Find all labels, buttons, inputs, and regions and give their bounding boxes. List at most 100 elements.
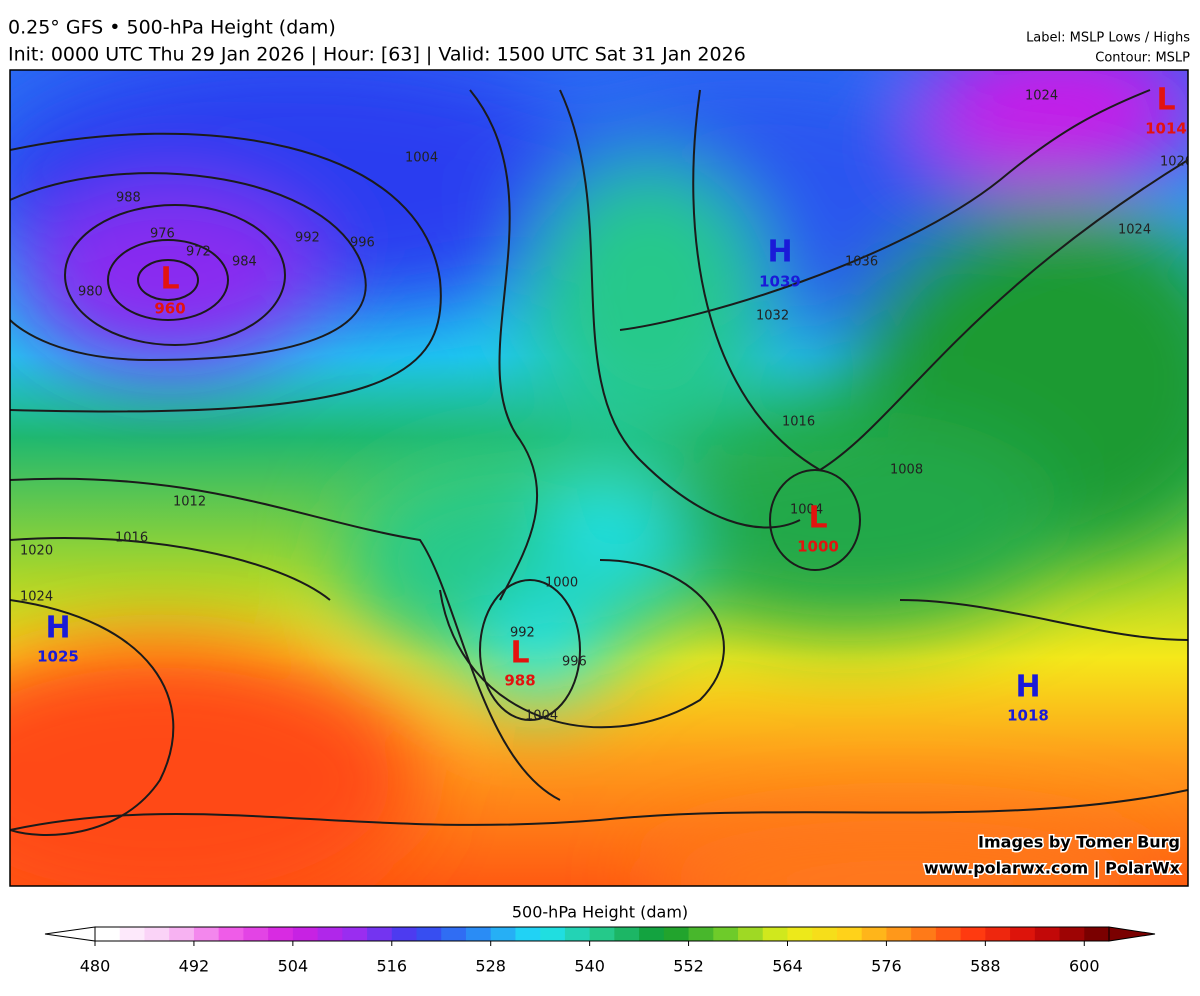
colorbar-segment (515, 927, 541, 941)
colorbar-segment (1084, 927, 1110, 941)
contour-label: 1004 (525, 709, 558, 724)
colorbar-segment (911, 927, 937, 941)
center-value: 1014 (1145, 120, 1187, 138)
center-value: 1025 (37, 648, 79, 666)
colorbar-segment (713, 927, 739, 941)
center-kind: L (808, 501, 827, 536)
colorbar-tick-label: 492 (179, 957, 210, 976)
colorbar-segment (564, 927, 591, 941)
colorbar-tick-label: 588 (970, 957, 1001, 976)
colorbar-arrow-right (1108, 926, 1156, 942)
colorbar-segment (762, 927, 788, 941)
colorbar-tick-label: 564 (772, 957, 803, 976)
contour-label: 992 (510, 626, 535, 641)
center-value: 1000 (797, 538, 839, 556)
colorbar-segment (342, 927, 368, 941)
colorbar-segment (1059, 927, 1085, 941)
contour-label: 980 (78, 285, 103, 300)
colorbar-segment (1010, 927, 1036, 941)
colorbar-segment (193, 927, 220, 941)
center-kind: L (1156, 83, 1175, 118)
colorbar-segment (861, 927, 887, 941)
center-value: 1018 (1007, 707, 1049, 725)
colorbar-segment (960, 927, 986, 941)
colorbar-segment (391, 927, 418, 941)
contour-label: 1020 (20, 544, 53, 559)
contour-label: 1024 (1025, 89, 1058, 104)
colorbar-segment (367, 927, 393, 941)
colorbar-segment (317, 927, 343, 941)
colorbar-segment (490, 927, 516, 941)
contour-label: 1000 (545, 576, 578, 591)
contour-label: 1032 (756, 309, 789, 324)
colorbar-title: 500-hPa Height (dam) (512, 903, 688, 922)
colorbar-segment (465, 927, 492, 941)
colorbar-segment (119, 927, 145, 941)
colorbar-segment (540, 927, 566, 941)
colorbar-segment (268, 927, 294, 941)
colorbar-segment (836, 927, 863, 941)
colorbar-tick-label: 528 (475, 957, 506, 976)
colorbar-segment (144, 927, 170, 941)
colorbar: 480 492 504 516 528 540 552 564 576 588 600 (44, 926, 1156, 976)
colorbar-tick-label: 552 (673, 957, 704, 976)
colorbar-tick-label: 540 (574, 957, 605, 976)
center-kind: H (767, 235, 792, 270)
credit: www.polarwx.com | PolarWx (924, 859, 1181, 879)
colorbar-segment (663, 927, 690, 941)
contour-label: 1020 (1160, 155, 1193, 170)
colorbar-segment (441, 927, 467, 941)
contours (10, 89, 1188, 836)
title: 0.25° GFS • 500-hPa Height (dam) (8, 17, 336, 39)
contour-label: 1024 (1118, 223, 1151, 238)
contour-label: 1016 (115, 531, 148, 546)
contour-label: 1016 (782, 415, 815, 430)
contour-label: 984 (232, 255, 257, 270)
colorbar-tick-label: 504 (278, 957, 309, 976)
credit: Images by Tomer Burg (978, 833, 1180, 852)
contour-label: 1036 (845, 255, 878, 270)
colorbar-tick-label: 576 (871, 957, 902, 976)
colorbar-segment (1034, 927, 1061, 941)
contour-label: 1004 (790, 503, 823, 518)
colorbar-segment (812, 927, 838, 941)
colorbar-segment (218, 927, 244, 941)
subtitle: Init: 0000 UTC Thu 29 Jan 2026 | Hour: [… (8, 44, 746, 66)
colorbar-tick-label: 600 (1069, 957, 1100, 976)
contour-label: 1004 (405, 151, 438, 166)
center-kind: H (45, 611, 70, 646)
contour-label: 988 (116, 191, 141, 206)
center-value: 1039 (759, 273, 801, 291)
center-value: 960 (154, 300, 185, 318)
center-value: 988 (504, 672, 535, 690)
colorbar-segment (292, 927, 319, 941)
contour-label: 1012 (173, 495, 206, 510)
colorbar-segment (738, 927, 764, 941)
colorbar-frame (94, 926, 1110, 942)
contour-note: Contour: MSLP (1095, 51, 1190, 66)
contour-label: 1024 (20, 590, 53, 605)
colorbar-tick-label: 516 (377, 957, 408, 976)
contour-label: 976 (150, 227, 175, 242)
colorbar-segment (639, 927, 665, 941)
contour-label: 996 (350, 236, 375, 251)
contour-label: 972 (186, 245, 211, 260)
colorbar-segment (787, 927, 813, 941)
colorbar-segment (169, 927, 195, 941)
center-kind: L (510, 636, 529, 671)
colorbar-arrow-left (44, 926, 96, 942)
colorbar-segment (614, 927, 640, 941)
colorbar-segment (416, 927, 442, 941)
map-frame (9, 69, 1189, 887)
map: 1004 988 992 996 976 972 984 980 1036 10… (10, 70, 1193, 886)
pressure-centers: L 960 H 1039 L 1014 L 1000 H 1025 L 988 … (37, 83, 1187, 725)
center-kind: H (1015, 670, 1040, 705)
contour-labels: 1004 988 992 996 976 972 984 980 1036 10… (20, 89, 1193, 724)
center-kind: L (160, 262, 179, 297)
contour-label: 996 (562, 655, 587, 670)
colorbar-segment (243, 927, 269, 941)
colorbar-tick-label: 480 (80, 957, 111, 976)
colorbar-segment (95, 927, 121, 941)
colorbar-segment (985, 927, 1011, 941)
